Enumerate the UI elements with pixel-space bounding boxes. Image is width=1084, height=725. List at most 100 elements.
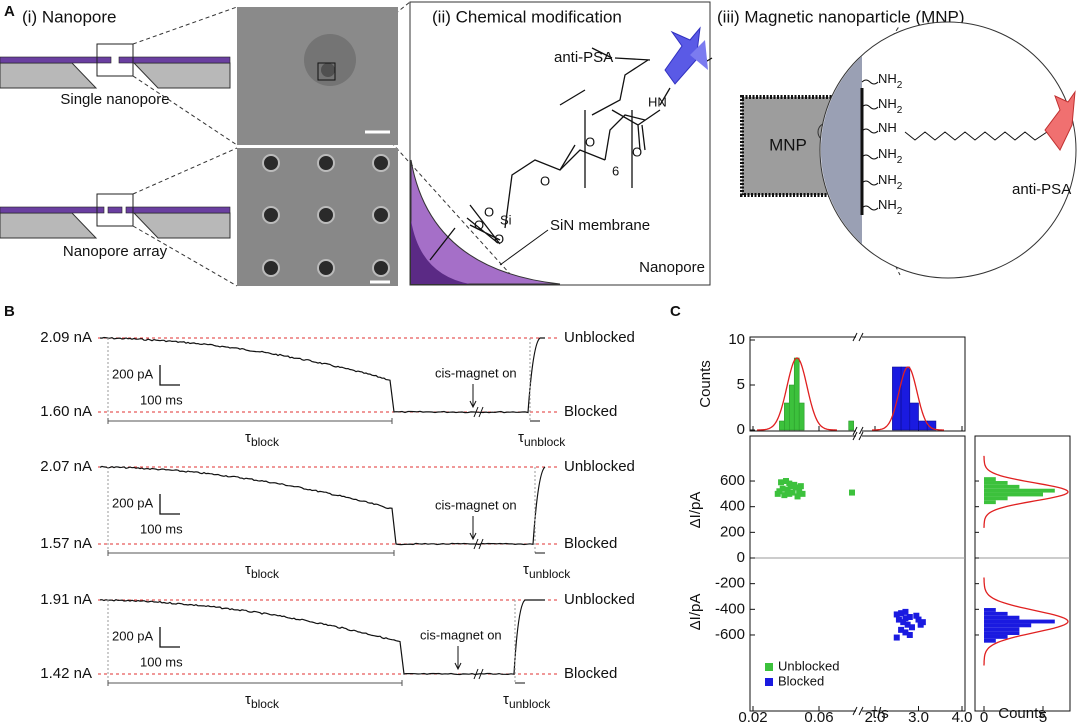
histogram-bar xyxy=(984,623,1032,628)
scatter-point xyxy=(915,616,922,623)
level-label: 1.91 nA xyxy=(40,591,92,608)
y-tick-label: 600 xyxy=(720,472,745,489)
histogram-bar xyxy=(984,477,996,482)
histogram-bar xyxy=(909,402,919,431)
histogram-bar xyxy=(848,420,854,431)
histogram-bar xyxy=(788,384,795,431)
state-label: Unblocked xyxy=(564,458,635,475)
tau-label: τunblock xyxy=(523,561,571,581)
atom: O xyxy=(474,217,484,232)
amine: NH2 xyxy=(878,172,903,191)
label: SiN membrane xyxy=(550,217,650,234)
scatter-point xyxy=(917,621,924,628)
amine-text: NH xyxy=(878,197,897,212)
annotation: cis-magnet on xyxy=(420,627,502,642)
amine-text: NH xyxy=(878,146,897,161)
histogram-bar xyxy=(984,627,1020,632)
scatter-point xyxy=(797,483,804,490)
scale-bar xyxy=(159,627,180,648)
level-label: 1.60 nA xyxy=(40,403,92,420)
pointer xyxy=(499,229,549,266)
subscript: block xyxy=(251,435,280,449)
tau-label: τblock xyxy=(245,429,280,449)
atom: O xyxy=(585,134,595,149)
wiggle xyxy=(861,79,879,85)
label: MNP xyxy=(769,135,807,154)
amine: NH2 xyxy=(878,146,903,165)
caption: Nanopore array xyxy=(63,243,168,260)
level-label: 1.57 nA xyxy=(40,535,92,552)
scatter-point xyxy=(900,619,907,626)
scatter-point xyxy=(902,608,909,615)
axis-break-gap xyxy=(856,429,862,433)
subscript: block xyxy=(251,697,280,711)
scale-bar xyxy=(159,494,180,515)
scatter-point xyxy=(906,631,913,638)
subscript: 6 xyxy=(612,163,619,178)
level-label: 2.09 nA xyxy=(40,329,92,346)
tau: τ xyxy=(523,561,529,578)
amine-text: NH xyxy=(878,71,897,86)
wiggle xyxy=(861,205,879,211)
scatter-point xyxy=(779,485,786,492)
y-tick-label: 0 xyxy=(737,549,745,566)
histogram-bar xyxy=(984,634,1008,639)
panel-title: (iii) Magnetic nanoparticle (MNP) xyxy=(717,7,965,26)
subscript: 2 xyxy=(897,80,903,91)
bracket xyxy=(107,550,395,556)
panel-label: B xyxy=(4,303,15,320)
x-tick-label: 3.0 xyxy=(908,709,929,725)
y-tick-label: 200 xyxy=(720,523,745,540)
tau: τ xyxy=(518,429,524,446)
panel-c: 0 5 10 Counts -600 -400 -200 0 200 400 600 ΔI/pA ΔI/… xyxy=(687,331,1071,725)
current-trace xyxy=(99,336,545,414)
scatter-point xyxy=(783,478,789,485)
scatter-point xyxy=(906,614,913,621)
histogram-bar xyxy=(984,481,1008,485)
subscript: 2 xyxy=(897,181,903,192)
nanoparticle xyxy=(740,95,837,197)
amine: NH2 xyxy=(878,71,903,90)
state-label: Blocked xyxy=(564,403,617,420)
level-label: 2.07 nA xyxy=(40,458,92,475)
subscript: unblock xyxy=(524,435,566,449)
scatter-point xyxy=(784,487,791,494)
scatter-point xyxy=(792,484,799,491)
x-axis-label: Counts xyxy=(998,705,1046,722)
amine: NH2 xyxy=(878,197,903,216)
histogram-bar xyxy=(784,402,790,431)
label: anti-PSA xyxy=(554,49,613,66)
current-trace xyxy=(99,599,545,676)
legend-swatch xyxy=(765,678,773,686)
subscript: 2 xyxy=(897,105,903,116)
legend-swatch xyxy=(765,663,773,671)
scatter-point xyxy=(796,488,803,495)
y-tick-label: 10 xyxy=(728,331,745,348)
x-tick-label: 0.02 xyxy=(738,709,767,725)
linker xyxy=(904,129,1051,141)
scatter-point xyxy=(898,626,905,633)
annotation: cis-magnet on xyxy=(435,365,517,380)
panel-label: A xyxy=(4,3,15,20)
subscript: unblock xyxy=(509,697,551,711)
histogram-bar xyxy=(984,631,1020,635)
level-label: 1.42 nA xyxy=(40,665,92,682)
scatter-point xyxy=(799,490,806,497)
x-tick-label: 5 xyxy=(1039,709,1047,725)
fit-curve xyxy=(757,357,837,431)
histogram-bar xyxy=(984,619,1055,624)
tau-label: τblock xyxy=(245,561,280,581)
scatter-point xyxy=(787,483,794,490)
legend-label: Unblocked xyxy=(778,658,839,673)
y-axis-label: ΔI/pA xyxy=(687,594,704,631)
atom: Si xyxy=(500,212,512,227)
histogram-bar xyxy=(984,488,1055,493)
bracket xyxy=(107,680,403,686)
subscript: unblock xyxy=(529,567,571,581)
histogram-bar xyxy=(984,638,996,643)
fit-curve xyxy=(983,455,1069,528)
caption: Single nanopore xyxy=(60,91,169,108)
break xyxy=(473,668,479,680)
